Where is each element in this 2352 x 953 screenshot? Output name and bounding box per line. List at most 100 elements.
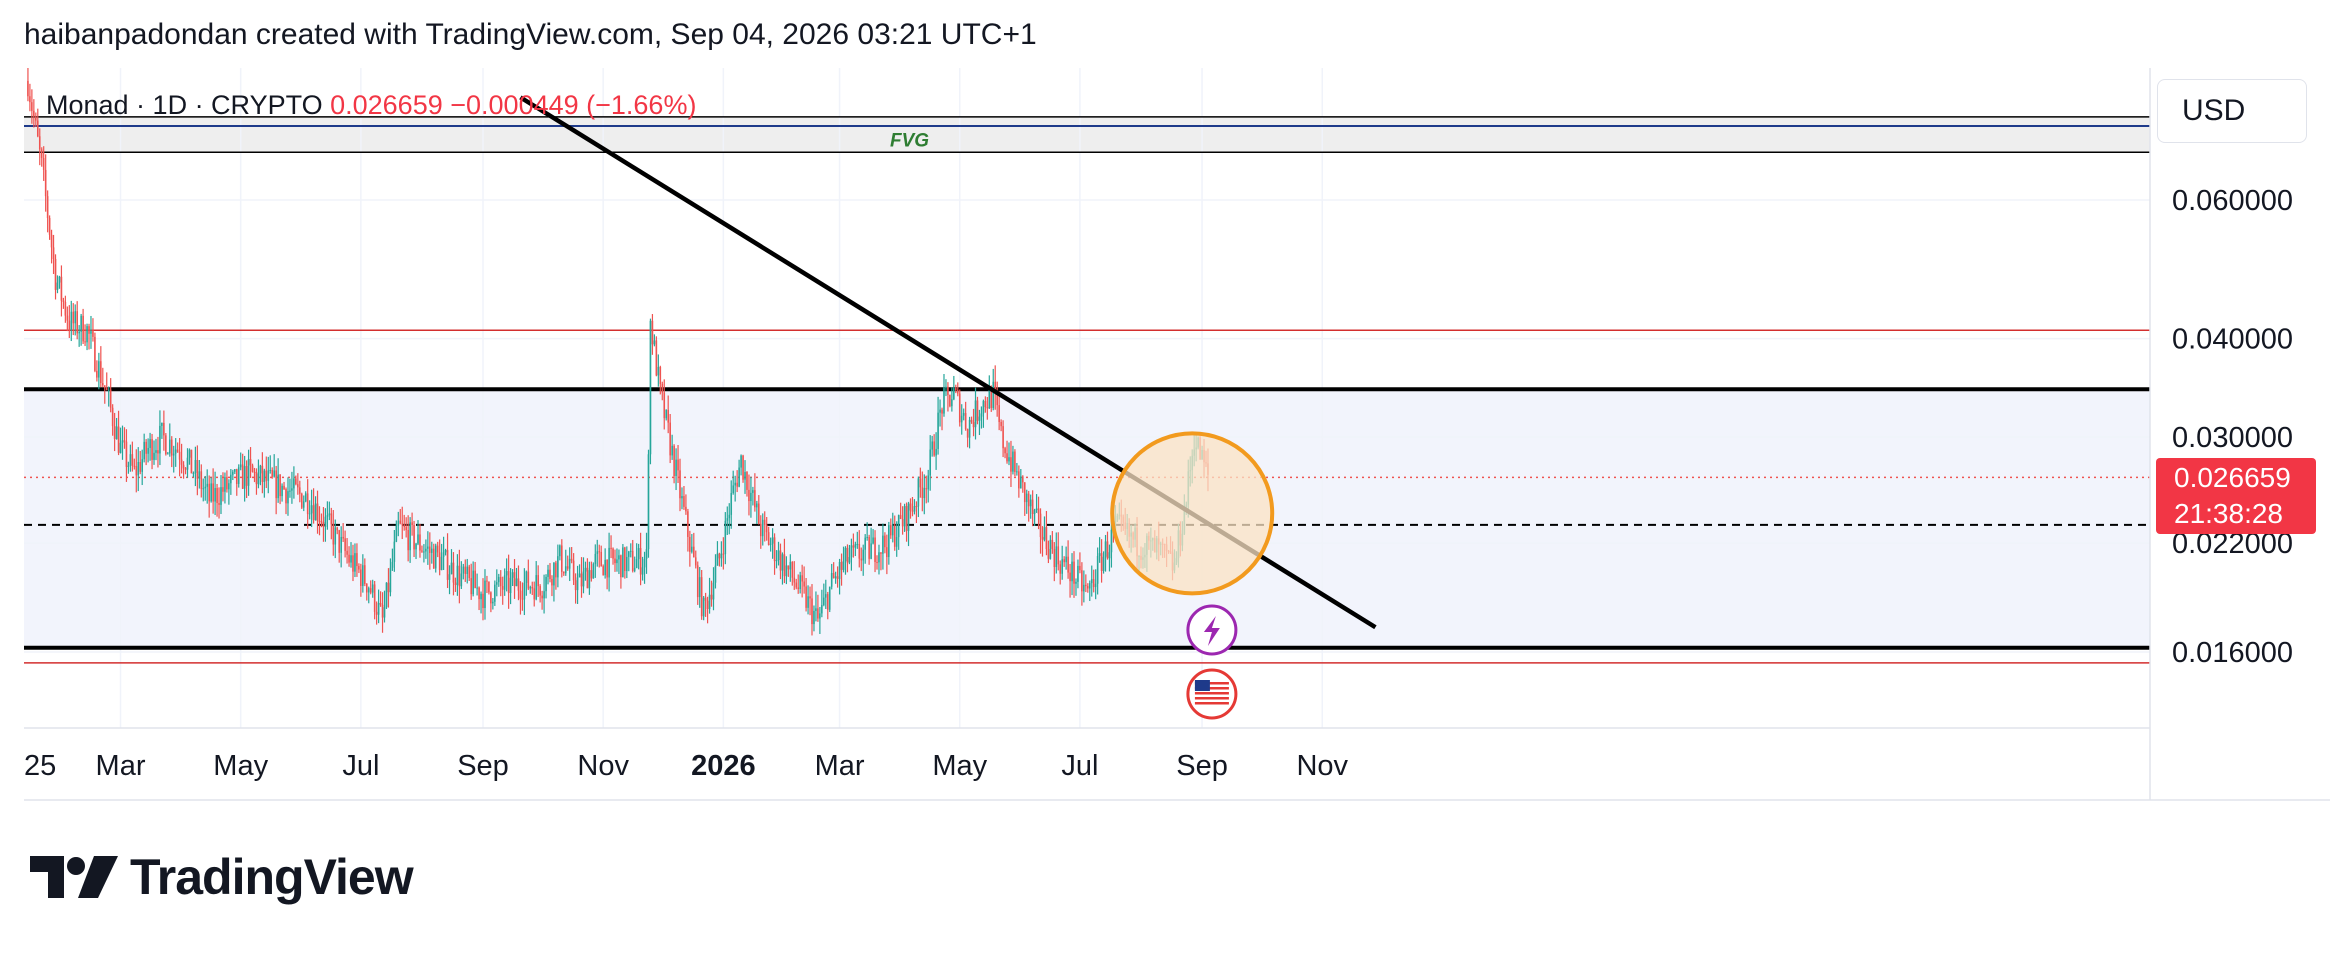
candle-body <box>710 594 713 600</box>
candle-body <box>730 493 733 515</box>
candle-body <box>1006 453 1008 462</box>
candle-body <box>807 596 809 608</box>
candle-body <box>627 551 630 557</box>
candle-body <box>785 565 788 577</box>
candle-body <box>724 520 727 555</box>
candle-body <box>870 543 872 559</box>
candle-body <box>44 169 47 197</box>
candle-body <box>923 487 926 499</box>
candle-body <box>273 470 275 477</box>
time-tick-label: Sep <box>457 750 509 782</box>
candle-body <box>706 600 709 610</box>
candle-body <box>886 547 888 558</box>
candle-body <box>821 605 823 614</box>
snapshot-header: haibanpadondan created with TradingView.… <box>24 18 1037 51</box>
candle-body <box>472 570 474 595</box>
candle-body <box>1110 529 1113 553</box>
candle-body <box>232 471 234 475</box>
candle-body <box>452 562 455 583</box>
candle-body <box>943 387 945 414</box>
candle-body <box>448 574 451 580</box>
candle-body <box>354 553 356 572</box>
candle-body <box>1014 451 1016 472</box>
candle-body <box>1071 561 1073 582</box>
candle-body <box>1047 549 1050 559</box>
candle-body <box>533 588 536 600</box>
candle-body <box>367 588 370 593</box>
candle-body <box>669 422 671 456</box>
candle-body <box>1041 537 1044 540</box>
candle-body <box>306 493 309 514</box>
candle-body <box>844 547 847 562</box>
price-chart[interactable]: FVG0.0600000.0400000.0300000.0220000.016… <box>0 0 2352 830</box>
candle-body <box>427 546 429 549</box>
candle-body <box>649 320 652 455</box>
candle-body <box>50 234 53 248</box>
candle-body <box>253 471 256 473</box>
candle-body <box>663 392 666 419</box>
candle-body <box>791 561 794 578</box>
candle-body <box>35 116 37 121</box>
candle-body <box>62 300 65 302</box>
candle-body <box>155 450 157 453</box>
candle-body <box>933 441 935 456</box>
candle-body <box>247 459 250 486</box>
candle-body <box>113 426 116 440</box>
candle-body <box>789 561 792 570</box>
candle-body <box>714 565 717 583</box>
candle-body <box>655 340 658 376</box>
candle-body <box>667 409 669 423</box>
candle-body <box>523 582 526 600</box>
candle-body <box>111 407 114 427</box>
candle-body <box>52 247 55 259</box>
candle-body <box>233 469 236 472</box>
candle-body <box>949 394 951 407</box>
candle-body <box>222 487 224 492</box>
candle-body <box>480 593 482 600</box>
candle-body <box>371 584 374 593</box>
candle-body <box>775 560 778 562</box>
candle-body <box>444 550 447 553</box>
candle-body <box>365 583 368 593</box>
candle-body <box>434 545 437 569</box>
candle-body <box>702 597 705 617</box>
candle-body <box>907 503 910 531</box>
candle-body <box>338 530 340 553</box>
candle-body <box>1010 457 1012 472</box>
candle-body <box>781 554 784 571</box>
candle-body <box>817 608 819 619</box>
candle-body <box>962 413 965 416</box>
candle-body <box>293 478 295 489</box>
candle-body <box>935 448 937 456</box>
candle-body <box>1092 579 1095 588</box>
candle-body <box>604 559 606 576</box>
candle-body <box>423 551 425 553</box>
candle-body <box>836 576 839 579</box>
candle-body <box>958 393 961 423</box>
candle-body <box>259 465 262 474</box>
candle-body <box>1067 556 1069 573</box>
candle-body <box>251 465 254 472</box>
currency-button[interactable]: USD <box>2157 79 2307 143</box>
candle-body <box>974 400 977 428</box>
candle-body <box>787 565 790 570</box>
candle-body <box>170 439 173 456</box>
candle-body <box>718 553 721 559</box>
candle-body <box>103 385 106 389</box>
candle-body <box>539 586 541 596</box>
price-tick-label: 0.060000 <box>2172 185 2293 217</box>
candle-body <box>415 543 417 550</box>
candle-body <box>228 483 230 490</box>
candle-body <box>647 454 650 550</box>
candle-body <box>255 472 258 485</box>
candle-body <box>299 487 301 494</box>
candle-body <box>1094 583 1097 588</box>
candle-body <box>596 551 599 554</box>
candle-body <box>297 484 299 488</box>
candle-body <box>848 557 851 563</box>
candle-body <box>990 388 993 408</box>
candle-body <box>281 485 283 497</box>
candle-body <box>336 527 339 531</box>
candle-body <box>411 522 413 526</box>
candle-body <box>897 515 900 538</box>
